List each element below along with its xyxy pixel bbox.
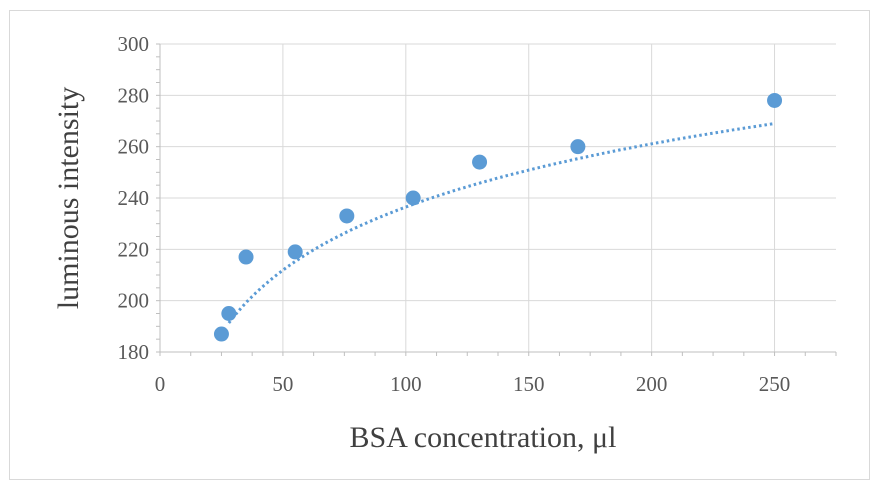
data-point: [213, 326, 229, 342]
y-tick-label: 240: [118, 186, 150, 210]
data-point: [287, 244, 303, 260]
y-tick-label: 220: [118, 237, 150, 261]
y-tick-label: 280: [118, 83, 150, 107]
data-point: [472, 154, 488, 170]
data-point: [238, 249, 254, 265]
x-tick-label: 250: [759, 372, 791, 396]
trendline: [227, 122, 775, 324]
x-tick-label: 150: [513, 372, 545, 396]
y-axis-title: luminous intensity: [52, 87, 85, 310]
gridlines: [160, 43, 836, 352]
x-tick-labels: 0 50 100 150 200 250: [155, 372, 791, 396]
chart-frame: [9, 10, 870, 480]
x-axis-title: BSA concentration, μl: [350, 421, 617, 454]
data-point: [221, 306, 237, 321]
data-point: [405, 190, 421, 206]
y-tick-labels: 180 200 220 240 260 280 300: [118, 32, 150, 364]
data-point: [339, 208, 355, 224]
y-tick-label: 260: [118, 135, 150, 159]
y-tick-label: 200: [118, 289, 150, 313]
data-point: [767, 92, 783, 108]
data-point: [570, 139, 586, 155]
data-points: [213, 92, 783, 342]
y-tick-label: 300: [118, 32, 150, 56]
x-tick-label: 200: [636, 372, 668, 396]
axes: [156, 43, 837, 356]
x-tick-label: 0: [155, 372, 166, 396]
x-tick-label: 100: [390, 372, 422, 396]
x-tick-label: 50: [272, 372, 293, 396]
y-tick-label: 180: [118, 340, 150, 364]
